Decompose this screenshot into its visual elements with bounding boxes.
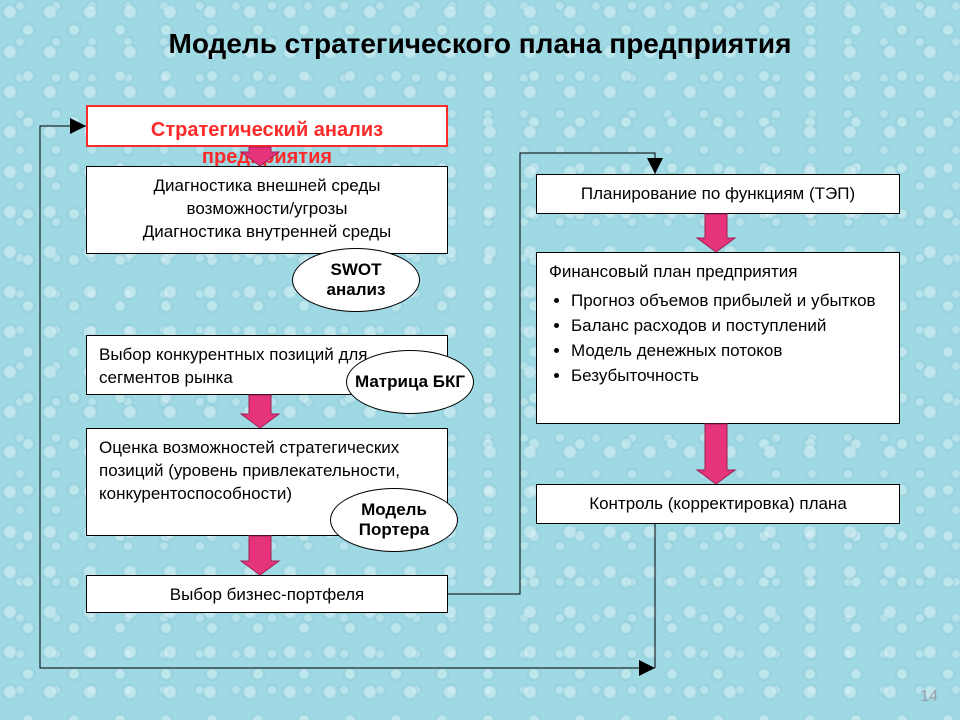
connector-arrowhead-icon: [70, 118, 86, 134]
down-arrow-icon: [241, 395, 279, 428]
finance-bullet: Прогноз объемов прибылей и убытков: [571, 290, 887, 313]
finance-bullet: Безубыточность: [571, 365, 887, 388]
diagnostics-line1: Диагностика внешней среды: [99, 175, 435, 198]
page-number: 14: [920, 688, 938, 706]
connector-arrowhead-icon: [639, 660, 655, 676]
down-arrow-icon: [241, 536, 279, 575]
assessment-label: Оценка возможностей стратегических позиц…: [99, 438, 400, 503]
control-label: Контроль (корректировка) плана: [589, 494, 847, 513]
diagnostics-line2: возможности/угрозы: [99, 198, 435, 221]
finance-bullet: Модель денежных потоков: [571, 340, 887, 363]
finance-title: Финансовый план предприятия: [549, 261, 887, 284]
portfolio-label: Выбор бизнес-портфеля: [170, 585, 365, 604]
swot-label: SWOT анализ: [299, 260, 413, 301]
node-portfolio: Выбор бизнес-портфеля: [86, 575, 448, 613]
diagnostics-line3: Диагностика внутренней среды: [99, 221, 435, 244]
finance-bullet: Баланс расходов и поступлений: [571, 315, 887, 338]
node-planning: Планирование по функциям (ТЭП): [536, 174, 900, 214]
node-strategic-analysis-header: Стратегический анализ предприятия: [86, 105, 448, 147]
node-control: Контроль (корректировка) плана: [536, 484, 900, 524]
node-header-label: Стратегический анализ предприятия: [151, 119, 383, 168]
node-swot-ellipse: SWOT анализ: [292, 248, 420, 312]
node-diagnostics: Диагностика внешней среды возможности/уг…: [86, 166, 448, 254]
down-arrow-icon: [697, 424, 735, 484]
down-arrow-icon: [697, 214, 735, 252]
competition-label: Выбор конкурентных позиций для сегментов…: [99, 345, 368, 387]
node-finance: Финансовый план предприятия Прогноз объе…: [536, 252, 900, 424]
finance-bullets: Прогноз объемов прибылей и убытковБаланс…: [549, 290, 887, 388]
connector-arrowhead-icon: [647, 158, 663, 174]
bkg-label: Матрица БКГ: [355, 372, 465, 392]
node-bkg-ellipse: Матрица БКГ: [346, 350, 474, 414]
porter-label: Модель Портера: [337, 500, 451, 541]
planning-label: Планирование по функциям (ТЭП): [581, 184, 855, 203]
slide-title: Модель стратегического плана предприятия: [0, 28, 960, 60]
slide-canvas: Модель стратегического плана предприятия…: [0, 0, 960, 720]
node-porter-ellipse: Модель Портера: [330, 488, 458, 552]
